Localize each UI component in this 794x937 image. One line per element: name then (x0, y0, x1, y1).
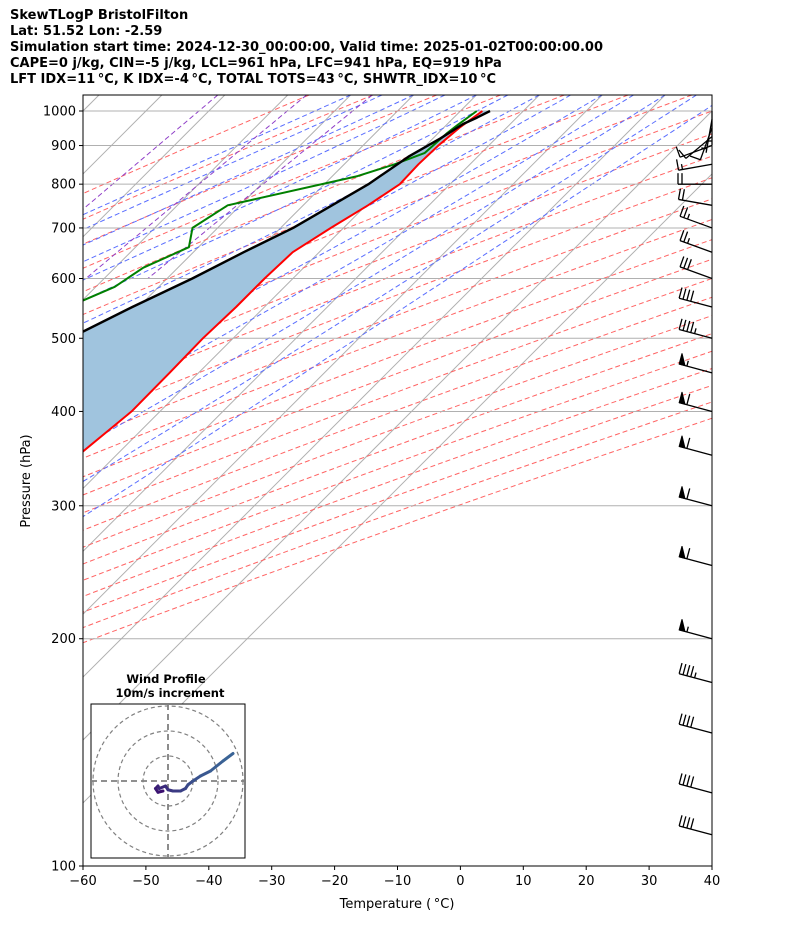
moist-adiabat (83, 95, 634, 412)
wind-barb (679, 205, 713, 229)
wind-barb (678, 486, 713, 507)
chart-header: SkewTLogP BristolFilton Lat: 51.52 Lon: … (10, 8, 790, 88)
dewpoint-profile-line (83, 110, 478, 302)
y-tick-label: 100 (51, 860, 76, 875)
y-tick-label: 800 (51, 178, 76, 193)
isotherm-line (83, 95, 351, 364)
moist-adiabat (83, 95, 383, 231)
mixing-ratio-line (85, 95, 307, 279)
wind-barb (678, 435, 713, 456)
x-axis-ticks: −60 −50 −40 −30 −20 −10 0 10 20 30 40 (69, 866, 720, 889)
moist-adiabat (83, 95, 540, 324)
wind-barb (689, 127, 713, 161)
x-tick-label: 40 (704, 874, 721, 889)
moist-adiabat (83, 104, 712, 518)
isotherm-line (83, 110, 712, 741)
cape-line: CAPE=0 j/kg, CIN=-5 j/kg, LCL=961 hPa, L… (10, 56, 502, 71)
dry-adiabat (83, 95, 374, 220)
x-axis-label: Temperature ( °C) (339, 897, 455, 912)
y-tick-label: 200 (51, 632, 76, 647)
y-axis-label: Pressure (hPa) (19, 434, 34, 527)
dry-adiabat (83, 95, 501, 269)
wind-barb (675, 144, 713, 158)
wind-barb (677, 188, 713, 206)
x-tick-label: −20 (321, 874, 348, 889)
dry-adiabat (83, 401, 712, 629)
parcel-profile-line (83, 109, 491, 333)
wind-barb (678, 815, 713, 836)
y-tick-label: 700 (51, 221, 76, 236)
isotherm-line (83, 95, 540, 553)
y-tick-label: 900 (51, 139, 76, 154)
hodograph-ring (117, 730, 219, 832)
moist-adiabat (83, 95, 477, 281)
wind-barb (678, 773, 713, 794)
y-tick-label: 1000 (43, 104, 76, 119)
chart-title: SkewTLogP BristolFilton (10, 8, 189, 23)
wind-barb (678, 619, 713, 640)
moist-adiabat (83, 95, 509, 301)
x-tick-label: −10 (384, 874, 411, 889)
location-line: Lat: 51.52 Lon: -2.59 (10, 24, 163, 39)
y-tick-label: 600 (51, 272, 76, 287)
x-tick-label: 0 (456, 874, 464, 889)
wind-barb (679, 256, 713, 280)
x-tick-label: 20 (578, 874, 595, 889)
dry-adiabat (83, 198, 712, 440)
wind-barb (678, 136, 713, 159)
x-tick-label: 30 (641, 874, 658, 889)
moist-adiabat (83, 95, 697, 483)
x-tick-label: −50 (132, 874, 159, 889)
isotherm-line (83, 95, 414, 427)
index-line: LFT IDX=11 °C, K IDX=-4 °C, TOTAL TOTS=4… (10, 72, 497, 87)
moist-adiabat (83, 95, 666, 447)
hodograph-trace (199, 769, 212, 778)
wind-barb (675, 159, 713, 171)
moist-adiabat (83, 95, 414, 246)
dry-adiabat (83, 110, 712, 359)
dry-adiabat (83, 177, 712, 421)
mixing-ratio-lines (83, 95, 373, 279)
hodograph-trace (191, 774, 202, 783)
hodograph-trace (209, 759, 225, 773)
dry-adiabat (83, 367, 712, 597)
moist-adiabat (83, 95, 351, 216)
wind-barbs (675, 110, 713, 836)
time-line: Simulation start time: 2024-12-30_00:00:… (10, 40, 603, 55)
temperature-profile-line (83, 110, 483, 453)
wind-barb (678, 391, 713, 413)
wind-profile-hodograph: Wind Profile 10m/s increment (90, 672, 246, 859)
wind-barb (678, 713, 713, 734)
hodograph-title: Wind Profile (126, 672, 206, 686)
mixing-ratio-line (83, 95, 219, 210)
x-tick-label: −60 (69, 874, 96, 889)
wind-barb (678, 546, 713, 567)
isotherm-line (83, 95, 477, 490)
y-tick-label: 400 (51, 405, 76, 420)
x-tick-label: 10 (515, 874, 532, 889)
x-tick-label: −30 (258, 874, 285, 889)
dry-adiabat (83, 333, 712, 565)
hodograph-subtitle: 10m/s increment (116, 686, 225, 700)
hodograph-trace (221, 752, 235, 763)
wind-barb (679, 230, 713, 253)
dry-adiabat (83, 277, 712, 514)
wind-barb (678, 353, 713, 374)
dry-adiabat (83, 155, 712, 401)
wind-barb (678, 318, 713, 339)
x-tick-label: −40 (195, 874, 222, 889)
wind-barb (678, 662, 713, 684)
isotherm-line (83, 95, 289, 301)
y-axis-ticks: 1000 900 800 700 600 500 400 300 200 100 (43, 104, 83, 875)
isotherm-line (83, 95, 666, 678)
sounding-series (83, 109, 491, 453)
wind-barb (677, 173, 712, 185)
wind-barb (678, 287, 713, 308)
dry-adiabat (83, 258, 712, 496)
dry-adiabat (83, 95, 629, 316)
y-tick-label: 500 (51, 332, 76, 347)
y-tick-label: 300 (51, 499, 76, 514)
